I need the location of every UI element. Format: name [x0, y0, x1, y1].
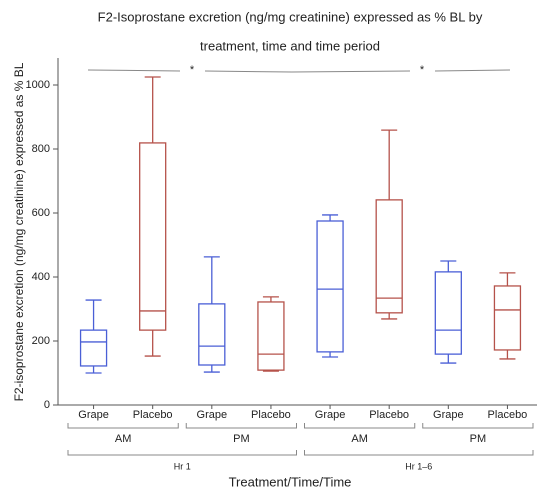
y-axis-label: F2-isoprostane excretion (ng/mg creatini…: [12, 62, 26, 401]
sig-line: [204, 70, 293, 73]
box: [316, 220, 344, 353]
sig-line: [291, 70, 411, 73]
y-tick-label: 800: [32, 143, 50, 155]
x-tick-label: Placebo: [133, 409, 173, 421]
group-label: AM: [351, 433, 368, 445]
y-tick-label: 0: [44, 399, 50, 411]
x-tick-label: Grape: [315, 409, 346, 421]
box: [375, 199, 403, 314]
box: [257, 301, 285, 371]
box: [139, 142, 167, 331]
box: [434, 271, 462, 355]
group-bracket: [185, 423, 297, 429]
x-tick-label: Grape: [197, 409, 228, 421]
annotation: *: [420, 64, 425, 76]
x-tick-label: Grape: [78, 409, 109, 421]
period-label: Hr 1: [174, 461, 191, 471]
group-bracket: [67, 423, 179, 429]
x-tick-label: Placebo: [369, 409, 409, 421]
sig-line: [87, 69, 181, 72]
x-tick-label: Grape: [433, 409, 464, 421]
annotation: *: [190, 64, 195, 76]
y-tick-label: 400: [32, 271, 50, 283]
period-label: Hr 1–6: [405, 461, 432, 471]
y-tick-label: 600: [32, 207, 50, 219]
box: [493, 285, 522, 351]
group-label: PM: [233, 433, 250, 445]
group-label: AM: [115, 433, 132, 445]
chart-title: treatment, time and time period: [200, 38, 380, 53]
y-tick-label: 1000: [26, 79, 50, 91]
period-bracket: [67, 450, 297, 456]
group-bracket: [304, 423, 416, 429]
group-label: PM: [470, 433, 487, 445]
box: [198, 303, 226, 366]
x-tick-label: Placebo: [488, 409, 528, 421]
chart-title: F2-Isoprostane excretion (ng/mg creatini…: [98, 9, 483, 24]
sig-line: [434, 69, 511, 72]
x-axis-label: Treatment/Time/Time: [229, 474, 352, 489]
box: [79, 329, 108, 367]
group-bracket: [422, 423, 534, 429]
y-tick-label: 200: [32, 335, 50, 347]
period-bracket: [304, 450, 534, 456]
x-tick-label: Placebo: [251, 409, 291, 421]
